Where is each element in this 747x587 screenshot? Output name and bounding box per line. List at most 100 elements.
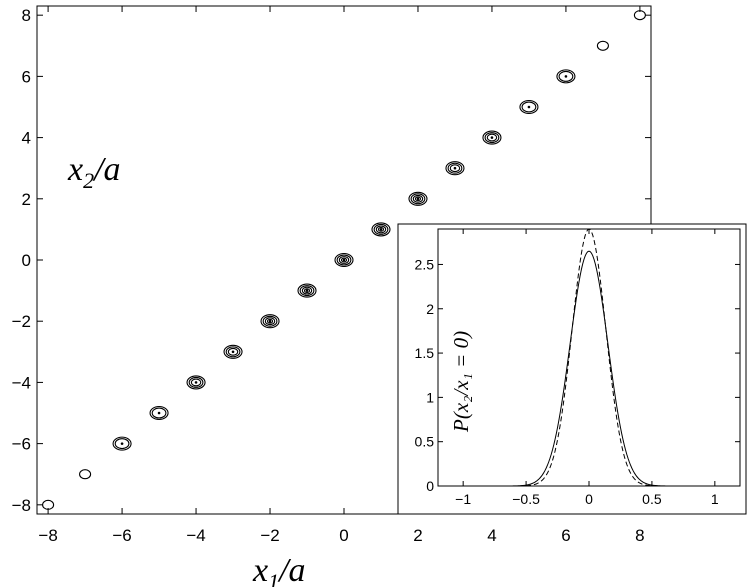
y-tick-label: −6 [12,435,31,454]
x-tick-label: 0 [339,526,348,545]
main-y-axis: −8 −6 −4 −2 0 2 4 6 8 [12,6,651,515]
contour-peak [519,99,539,115]
contour-ring [149,405,169,421]
contour-ring [112,436,132,451]
contour-ring [223,344,243,359]
contour-peak [596,40,609,51]
inset-x-tick-label: 1 [711,491,719,507]
contour-center [416,197,420,201]
contour-ring [297,283,317,298]
contour-ring [521,101,537,113]
contour-ring [449,164,461,173]
contour-ring [375,225,387,234]
contour-center [231,350,235,354]
x-tick-label: −8 [38,526,57,545]
contour-ring [633,10,646,21]
contour-ring [377,227,385,232]
contour-ring [227,347,239,356]
inset-x-tick-label: −0.5 [512,491,540,507]
contour-ring [42,499,55,510]
contour-ring [338,256,350,264]
contour-ring [410,193,426,205]
contour-ring [186,375,206,390]
y-tick-label: −8 [12,496,31,515]
contour-ring [371,222,391,237]
y-tick-label: 2 [22,190,31,209]
x-tick-label: 6 [561,526,570,545]
contour-ring [412,194,424,203]
x-tick-label: 4 [487,526,496,545]
inset-y-tick-label: 1.5 [415,345,435,361]
contour-ring [334,252,354,268]
y-tick-label: −2 [12,312,31,331]
contour-ring [264,317,276,326]
contour-ring [301,286,313,295]
contour-center [268,319,272,323]
contour-center [379,228,383,231]
contour-peaks [42,10,646,510]
contour-ring [556,69,576,84]
contour-ring [486,133,498,142]
contour-ring [303,288,311,293]
main-y-axis-label: x2/a [67,151,121,193]
contour-peak [79,469,92,480]
x-tick-label: −2 [260,526,279,545]
inset-curves [438,228,740,487]
contour-ring [260,314,280,329]
contour-peak [445,161,465,176]
contour-ring [151,407,167,419]
contour-ring [596,40,609,51]
inset-x-tick-label: −1 [455,491,471,507]
contour-center [527,105,531,109]
contour-center [305,289,309,292]
contour-ring [225,346,241,358]
inset-y-tick-label: 1 [426,389,434,405]
y-tick-label: 6 [22,67,31,86]
inset-y-axis: 0 0.5 1 1.5 2 2.5 [415,256,740,494]
contour-center [453,166,457,170]
x-tick-label: 2 [413,526,422,545]
contour-ring [79,469,92,480]
contour-ring [445,161,465,176]
x-tick-label: 8 [635,526,644,545]
contour-center [157,411,161,415]
main-x-axis: −8 −6 −4 −2 0 2 4 6 8 [38,6,645,545]
contour-peak [334,252,354,268]
contour-ring [340,257,348,263]
inset-x-tick-label: 0 [585,491,593,507]
contour-ring [262,315,278,327]
contour-peak [223,344,243,359]
contour-ring [188,376,204,388]
contour-ring [519,99,539,115]
contour-ring [114,438,130,450]
inset-plot-frame [437,228,741,487]
contour-ring [408,191,428,206]
contour-ring [336,254,352,266]
inset-line-plot: 0 0.5 1 1.5 2 2.5 −1 −0.5 0 0.5 1 P(x₂/x₁ = 0) [397,223,747,515]
inset-y-tick-label: 0 [426,478,434,494]
inset-y-tick-label: 0.5 [415,434,435,450]
contour-center [120,442,124,445]
contour-center [194,381,198,384]
contour-peak [556,69,576,84]
contour-peak [297,283,317,298]
contour-center [490,136,494,139]
contour-peak [482,130,502,145]
contour-ring [482,130,502,145]
contour-ring [484,132,500,144]
contour-center [564,75,568,78]
contour-peak [408,191,428,206]
contour-peak [112,436,132,451]
inset-x-axis: −1 −0.5 0 0.5 1 [455,229,719,507]
contour-peak [633,10,646,21]
y-tick-label: 0 [22,251,31,270]
contour-ring [447,162,463,174]
contour-peak [260,314,280,329]
inset-x-tick-label: 0.5 [642,491,662,507]
contour-ring [299,285,315,297]
inset-y-tick-label: 2 [426,301,434,317]
y-tick-label: 8 [22,6,31,25]
contour-peak [371,222,391,237]
inset-y-tick-label: 2.5 [415,256,435,272]
